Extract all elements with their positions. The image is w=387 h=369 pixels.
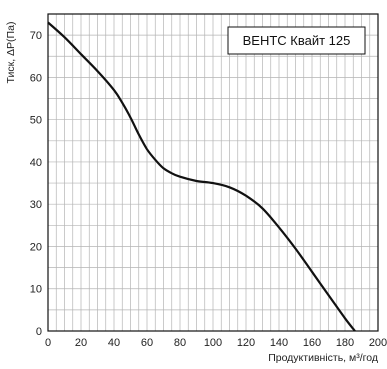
y-axis-label: Тиск, ΔР(Па) [5, 22, 17, 84]
x-tick-label: 40 [108, 337, 120, 349]
x-tick-label: 0 [45, 337, 51, 349]
x-tick-label: 80 [174, 337, 186, 349]
x-tick-label: 120 [237, 337, 255, 349]
series-line [47, 21, 356, 332]
grid [48, 14, 378, 331]
y-tick-label: 30 [30, 199, 42, 211]
y-tick-label: 50 [30, 115, 42, 127]
legend: ВЕНТС Квайт 125 [227, 26, 366, 55]
x-tick-label: 60 [141, 337, 153, 349]
tick-labels: 0 20 40 60 80 100 120 140 160 180 200 0 10 20 30 40 50 60… [30, 30, 387, 349]
x-tick-label: 180 [336, 337, 354, 349]
series-layer [47, 21, 356, 332]
y-tick-label: 20 [30, 241, 42, 253]
x-tick-label: 140 [270, 337, 288, 349]
legend-label: ВЕНТС Квайт 125 [243, 33, 351, 48]
legend-box [227, 26, 366, 55]
x-tick-label: 20 [75, 337, 87, 349]
x-axis-label: Продуктивність, м³/год [268, 352, 378, 364]
x-tick-label: 200 [369, 337, 387, 349]
x-tick-label: 100 [204, 337, 222, 349]
plot-frame [47, 13, 379, 332]
y-tick-label: 60 [30, 72, 42, 84]
y-tick-label: 10 [30, 284, 42, 296]
y-tick-label: 70 [30, 30, 42, 42]
y-tick-label: 40 [30, 157, 42, 169]
y-tick-label: 0 [36, 326, 42, 338]
x-tick-label: 160 [303, 337, 321, 349]
